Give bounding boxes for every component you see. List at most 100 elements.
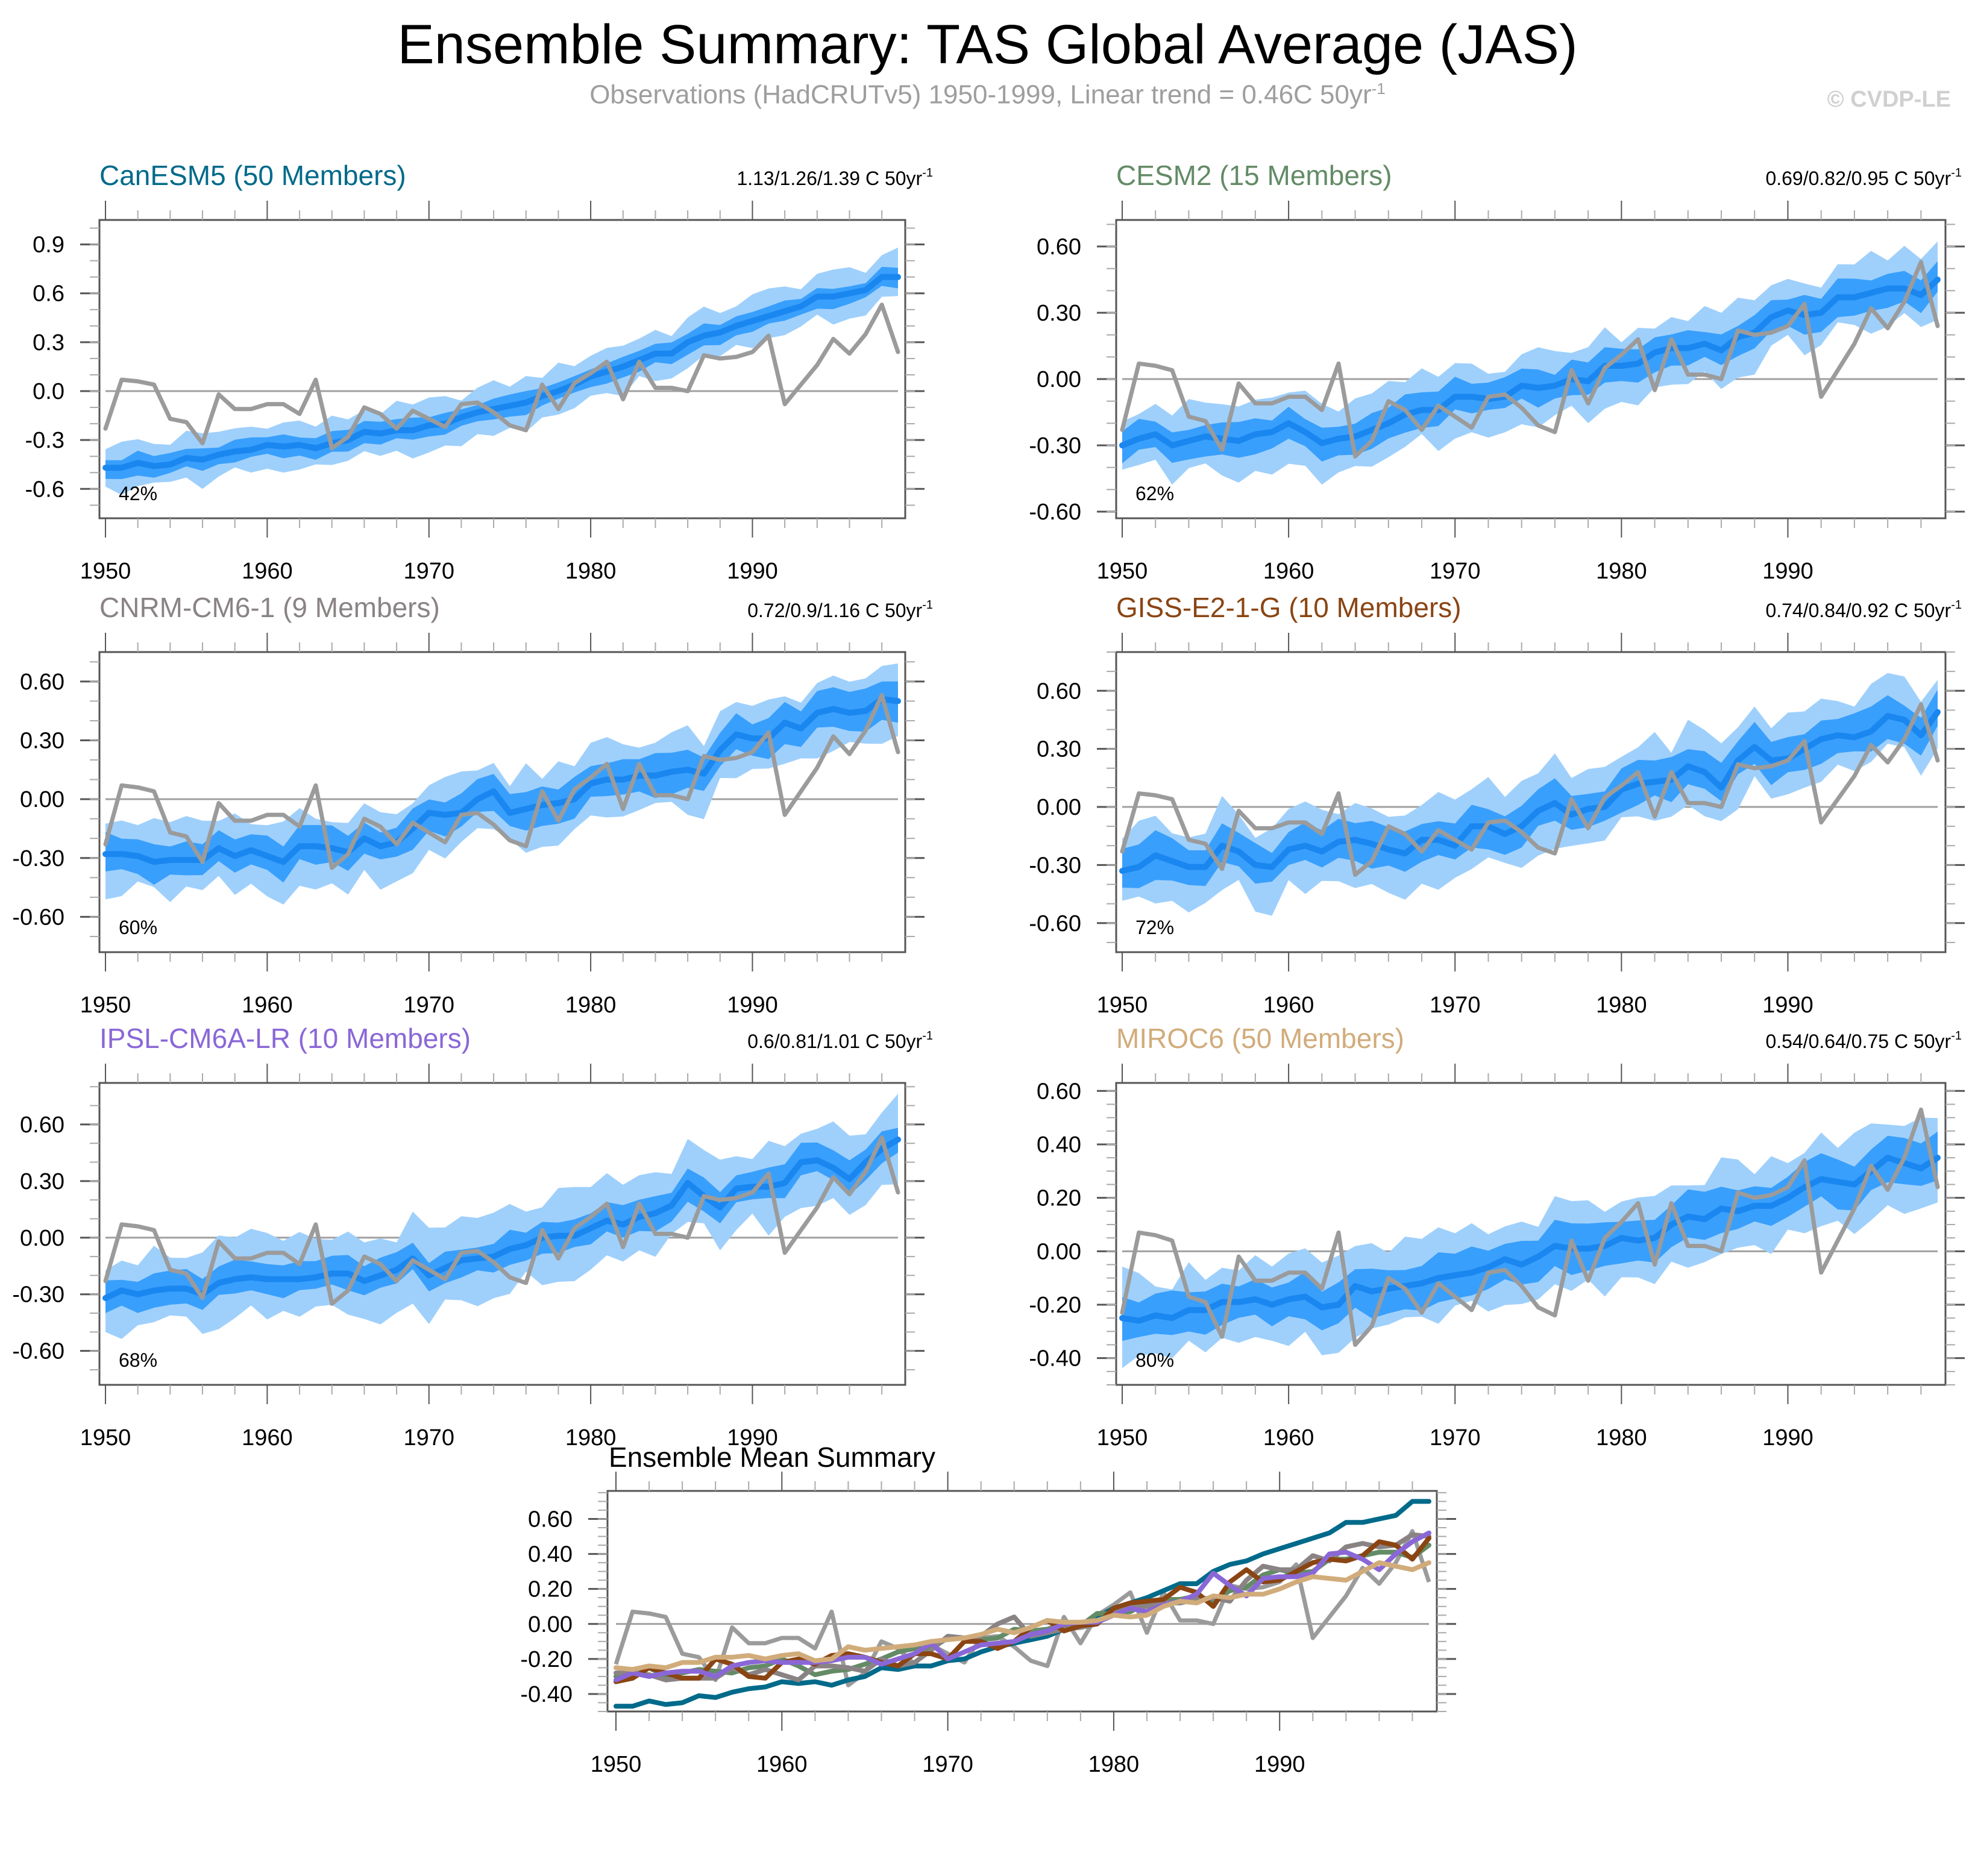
trend-superscript: -1 — [922, 166, 933, 180]
observations-line — [1120, 1107, 1940, 1347]
trend-superscript: -1 — [1951, 598, 1962, 612]
panel-miroc6: MIROC6 (50 Members) 0.54/0.64/0.75 C 50yr… — [1029, 1023, 1965, 1451]
x-tick-label: 1950 — [1097, 1425, 1148, 1451]
observations-line — [103, 693, 900, 870]
trend-superscript: -1 — [922, 598, 933, 612]
y-tick-label: 0.30 — [1037, 737, 1081, 762]
inner-spread-band — [105, 1128, 898, 1313]
x-tick-label: 1990 — [727, 559, 778, 584]
ensemble-mean-line — [102, 1136, 901, 1301]
percent-label: 72% — [1135, 917, 1174, 938]
y-tick-label: -0.30 — [12, 846, 64, 871]
x-tick-label: 1960 — [1263, 1425, 1314, 1451]
y-tick-label: 0.40 — [528, 1542, 573, 1567]
inner-spread-band — [105, 681, 898, 885]
x-tick-label: 1960 — [242, 559, 293, 584]
panel-title: CESM2 (15 Members) — [1116, 160, 1392, 191]
y-tick-label: 0.00 — [1037, 795, 1081, 820]
x-tick-label: 1950 — [591, 1752, 642, 1777]
panel-trend-label: 0.6/0.81/1.01 C 50yr-1 — [747, 1029, 933, 1052]
y-tick-label: -0.40 — [520, 1682, 573, 1707]
x-tick-label: 1950 — [80, 559, 131, 584]
x-tick-label: 1970 — [1430, 993, 1481, 1018]
x-tick-label: 1980 — [565, 1425, 617, 1451]
y-tick-label: 0.0 — [33, 379, 64, 404]
panel-title: Ensemble Mean Summary — [609, 1442, 935, 1473]
trend-value: 0.54/0.64/0.75 C 50yr — [1765, 1031, 1951, 1052]
y-tick-label: 0.6 — [33, 281, 64, 307]
panel-trend-label: 0.54/0.64/0.75 C 50yr-1 — [1765, 1029, 1962, 1052]
trend-superscript: -1 — [1951, 1029, 1962, 1043]
y-tick-label: 0.60 — [20, 670, 64, 695]
y-tick-label: -0.20 — [1029, 1293, 1081, 1318]
panel-cnrm-cm6-1: CNRM-CM6-1 (9 Members) 0.72/0.9/1.16 C 50… — [12, 592, 933, 1018]
ensemble-mean-line — [1119, 709, 1941, 874]
y-tick-label: 0.60 — [528, 1507, 573, 1532]
ensemble-mean-line — [102, 274, 901, 471]
trend-superscript: -1 — [922, 1029, 933, 1043]
panel-title: CNRM-CM6-1 (9 Members) — [99, 592, 440, 623]
y-tick-label: -0.60 — [1029, 911, 1081, 936]
subtitle-text: Observations (HadCRUTv5) 1950-1999, Line… — [589, 80, 1372, 110]
panel-title: MIROC6 (50 Members) — [1116, 1023, 1404, 1054]
y-tick-label: -0.30 — [1029, 433, 1081, 459]
outer-spread-band — [1122, 241, 1938, 485]
figure-title: Ensemble Summary: TAS Global Average (JA… — [397, 14, 1578, 75]
x-tick-label: 1960 — [1263, 993, 1314, 1018]
subtitle-superscript: -1 — [1371, 80, 1386, 98]
plot-frame — [1115, 651, 1947, 953]
trend-value: 0.6/0.81/1.01 C 50yr — [747, 1031, 922, 1052]
trend-value: 0.74/0.84/0.92 C 50yr — [1765, 600, 1951, 621]
y-tick-label: -0.6 — [25, 477, 64, 502]
y-tick-label: -0.3 — [25, 428, 64, 453]
y-tick-label: 0.00 — [1037, 367, 1081, 392]
panel-cesm2: CESM2 (15 Members) 0.69/0.82/0.95 C 50yr -… — [1029, 160, 1965, 584]
model-mean-line — [614, 1530, 1431, 1683]
x-tick-label: 1960 — [1263, 559, 1314, 584]
y-tick-label: 0.30 — [20, 1169, 64, 1194]
y-tick-label: -0.60 — [12, 1339, 64, 1364]
figure-subtitle: Observations (HadCRUTv5) 1950-1999, Line… — [0, 80, 1975, 110]
y-tick-label: 0.9 — [33, 233, 64, 258]
panel-trend-label: 0.74/0.84/0.92 C 50yr-1 — [1765, 598, 1962, 621]
y-tick-label: 0.3 — [33, 330, 64, 356]
plot-frame — [1115, 219, 1947, 519]
y-tick-label: 0.30 — [1037, 301, 1081, 326]
x-tick-label: 1970 — [403, 559, 454, 584]
y-tick-label: 0.60 — [1037, 679, 1081, 704]
x-tick-label: 1990 — [727, 1425, 778, 1451]
x-tick-label: 1990 — [1762, 559, 1813, 584]
x-tick-label: 1980 — [565, 993, 617, 1018]
inner-spread-band — [1122, 1131, 1938, 1341]
panel-ensemble-mean-summary: Ensemble Mean Summary -0.40 -0.20 0.00 0.20 0… — [520, 1442, 1456, 1777]
plot-frame — [606, 1490, 1438, 1713]
plot-frame — [1115, 1082, 1947, 1386]
percent-label: 68% — [119, 1349, 157, 1371]
percent-label: 62% — [1135, 483, 1174, 504]
x-tick-label: 1980 — [1596, 559, 1647, 584]
panel-trend-label: 1.13/1.26/1.39 C 50yr-1 — [736, 166, 933, 189]
plot-area — [102, 247, 901, 495]
y-tick-label: -0.60 — [12, 905, 64, 930]
inner-spread-band — [1122, 261, 1938, 464]
panel-trend-label: 0.72/0.9/1.16 C 50yr-1 — [747, 598, 933, 621]
plot-frame — [98, 651, 906, 953]
x-tick-label: 1950 — [80, 993, 131, 1018]
observations-line — [103, 1135, 900, 1306]
copyright-label: © CVDP-LE — [1827, 87, 1951, 112]
panel-canesm5: CanESM5 (50 Members) 1.13/1.26/1.39 C 50y… — [25, 160, 933, 584]
plot-area — [1119, 673, 1941, 916]
ensemble-mean-line — [1119, 1155, 1941, 1324]
panel-title: IPSL-CM6A-LR (10 Members) — [99, 1023, 471, 1054]
y-tick-label: -0.40 — [1029, 1346, 1081, 1372]
y-tick-label: 0.20 — [1037, 1186, 1081, 1211]
y-tick-label: -0.30 — [12, 1282, 64, 1308]
model-mean-line — [614, 1560, 1431, 1672]
x-tick-label: 1950 — [80, 1425, 131, 1451]
observations-line — [1120, 260, 1940, 459]
trend-value: 0.69/0.82/0.95 C 50yr — [1765, 168, 1951, 189]
y-tick-label: 0.20 — [528, 1577, 573, 1602]
y-tick-label: 0.60 — [1037, 1079, 1081, 1104]
trend-value: 1.13/1.26/1.39 C 50yr — [736, 168, 922, 189]
x-tick-label: 1960 — [756, 1752, 808, 1777]
